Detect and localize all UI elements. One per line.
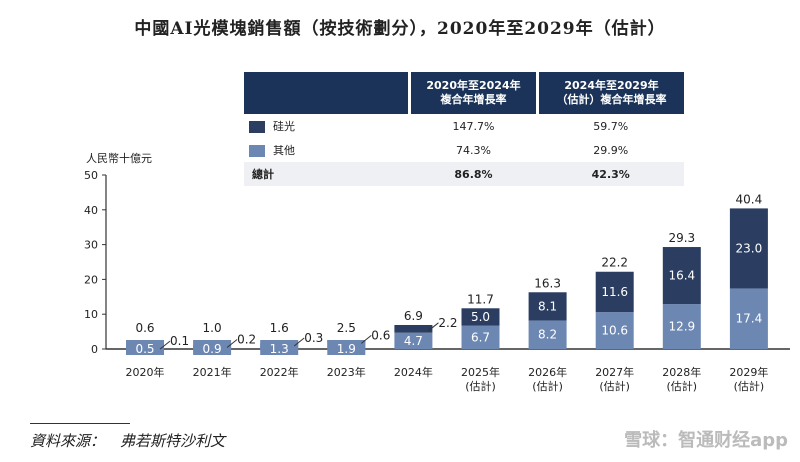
leader-line bbox=[159, 340, 171, 350]
x-tick-label: (估計) bbox=[465, 379, 496, 393]
data-label-silicon: 16.4 bbox=[668, 269, 695, 283]
x-tick-label: (估計) bbox=[599, 379, 630, 393]
table-row-total: 總計 86.8% 42.3% bbox=[244, 162, 684, 186]
bar-other-label-bg bbox=[260, 340, 299, 355]
data-label-other: 0.9 bbox=[203, 342, 222, 356]
data-label-silicon: 23.0 bbox=[736, 241, 763, 255]
x-tick-label: 2020年 bbox=[126, 365, 165, 379]
y-tick-label: 40 bbox=[84, 204, 98, 217]
data-label-total: 40.4 bbox=[736, 192, 763, 206]
bar-other-label-bg bbox=[193, 340, 232, 355]
y-tick-label: 30 bbox=[84, 239, 98, 252]
table-row-other: 其他 74.3% 29.9% bbox=[244, 138, 684, 162]
bar-silicon bbox=[394, 324, 433, 333]
x-tick-label: 2022年 bbox=[260, 365, 299, 379]
data-label-silicon: 0.6 bbox=[371, 328, 390, 342]
data-label-other: 6.7 bbox=[471, 330, 490, 344]
bar-other bbox=[662, 304, 701, 349]
bar-silicon bbox=[662, 247, 701, 305]
x-tick-label: 2029年 bbox=[729, 365, 768, 379]
data-label-silicon: 0.3 bbox=[304, 331, 323, 345]
legend-swatch-silicon bbox=[249, 121, 265, 133]
data-label-other: 10.6 bbox=[601, 324, 628, 338]
y-tick-label: 10 bbox=[84, 308, 98, 321]
data-label-other: 1.9 bbox=[337, 342, 356, 356]
data-label-silicon: 2.2 bbox=[438, 316, 457, 330]
data-label-other: 1.3 bbox=[270, 342, 289, 356]
bar-silicon bbox=[461, 308, 500, 326]
x-tick-label: (估計) bbox=[667, 379, 698, 393]
data-label-total: 2.5 bbox=[337, 321, 356, 335]
data-label-total: 6.9 bbox=[404, 309, 423, 323]
legend-swatch-other bbox=[249, 145, 265, 157]
data-label-other: 8.2 bbox=[538, 328, 557, 342]
x-tick-label: 2024年 bbox=[394, 365, 433, 379]
data-label-silicon: 11.6 bbox=[601, 285, 628, 299]
data-label-other: 0.5 bbox=[135, 342, 154, 356]
leader-line bbox=[428, 322, 439, 332]
data-label-other: 4.7 bbox=[404, 334, 423, 348]
data-label-total: 22.2 bbox=[601, 256, 628, 270]
bar-other bbox=[729, 288, 768, 349]
chart-title: 中國AI光模塊銷售額（按技術劃分），2020年至2029年（估計） bbox=[134, 19, 666, 39]
bar-other-label-bg bbox=[327, 340, 366, 355]
table-row-silicon: 硅光 147.7% 59.7% bbox=[244, 114, 684, 138]
y-tick-label: 20 bbox=[84, 273, 98, 286]
table-header-2020-2024: 2020年至2024年 複合年增長率 bbox=[408, 72, 538, 114]
x-tick-label: (估計) bbox=[734, 379, 765, 393]
data-label-other: 12.9 bbox=[668, 320, 695, 334]
x-tick-label: 2023年 bbox=[327, 365, 366, 379]
data-label-total: 16.3 bbox=[534, 276, 561, 290]
x-tick-label: 2021年 bbox=[193, 365, 232, 379]
data-label-total: 29.3 bbox=[668, 231, 695, 245]
source-note: 資料來源： 弗若斯特沙利文 bbox=[30, 432, 226, 450]
bar-other bbox=[595, 312, 634, 349]
bar-other-label-bg bbox=[126, 340, 164, 355]
bar-other bbox=[461, 325, 500, 349]
x-tick-label: 2027年 bbox=[595, 365, 634, 379]
data-label-total: 1.0 bbox=[203, 321, 222, 335]
data-label-silicon: 8.1 bbox=[538, 299, 557, 313]
bar-chart: 0 10 20 30 40 50 0.5 0.1 0.6 2020年 0.9 0.2 1.0 2021年 1… bbox=[84, 169, 790, 393]
data-label-silicon: 5.0 bbox=[471, 310, 490, 324]
data-label-other: 17.4 bbox=[736, 312, 763, 326]
y-tick-label: 0 bbox=[91, 343, 98, 356]
bar-silicon bbox=[595, 271, 634, 313]
bar-other bbox=[394, 332, 433, 349]
table-header-blank bbox=[244, 72, 410, 114]
y-axis-label: 人民幣十億元 bbox=[86, 152, 152, 165]
x-tick-label: (估計) bbox=[532, 379, 563, 393]
data-label-total: 1.6 bbox=[270, 321, 289, 335]
bar-other bbox=[528, 320, 567, 349]
bar-silicon bbox=[729, 208, 768, 289]
leader-line bbox=[360, 334, 372, 344]
leader-line bbox=[226, 339, 238, 348]
cagr-table: 2020年至2024年 複合年增長率 2024年至2029年 （估計）複合年增長率 … bbox=[244, 72, 684, 186]
bar-silicon bbox=[528, 292, 567, 321]
data-label-total: 0.6 bbox=[135, 321, 154, 335]
y-tick-label: 50 bbox=[84, 169, 98, 182]
x-tick-label: 2028年 bbox=[662, 365, 701, 379]
watermark: 雪球：智通财经app bbox=[624, 430, 788, 451]
leader-line bbox=[293, 337, 305, 347]
x-tick-label: 2025年 bbox=[461, 365, 500, 379]
data-label-total: 11.7 bbox=[467, 292, 494, 306]
data-label-silicon: 0.1 bbox=[170, 334, 189, 348]
source-divider bbox=[30, 423, 130, 424]
x-tick-label: 2026年 bbox=[528, 365, 567, 379]
data-label-silicon: 0.2 bbox=[237, 333, 256, 347]
table-header-2024-2029: 2024年至2029年 （估計）複合年增長率 bbox=[536, 72, 684, 114]
